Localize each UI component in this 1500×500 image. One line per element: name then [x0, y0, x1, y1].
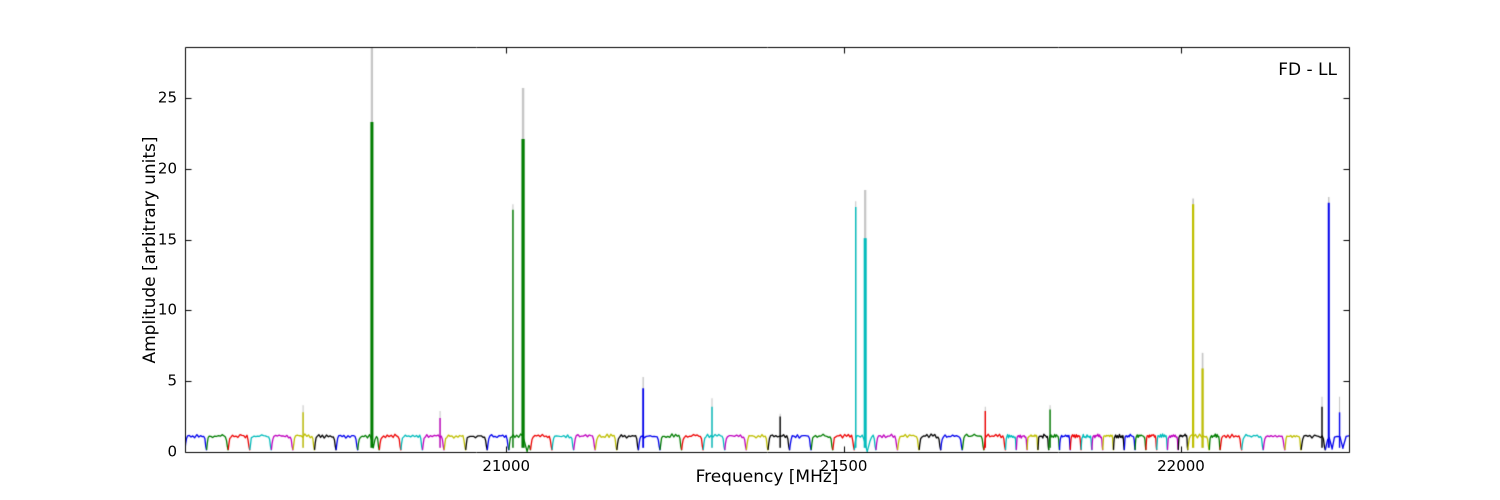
y-tick-label-5: 5	[167, 371, 177, 390]
x-tick-label-21000: 21000	[482, 457, 531, 475]
y-tick-label-25: 25	[157, 88, 177, 107]
plot-corner-label: FD - LL	[1278, 60, 1337, 80]
y-tick-label-0: 0	[167, 442, 177, 461]
x-axis-label: Frequency [MHz]	[695, 467, 839, 487]
y-tick-label-20: 20	[157, 159, 177, 178]
y-tick-label-10: 10	[157, 300, 177, 319]
y-tick-label-15: 15	[157, 230, 177, 249]
x-tick-label-21500: 21500	[819, 457, 868, 475]
x-tick-label-22000: 22000	[1157, 457, 1205, 475]
